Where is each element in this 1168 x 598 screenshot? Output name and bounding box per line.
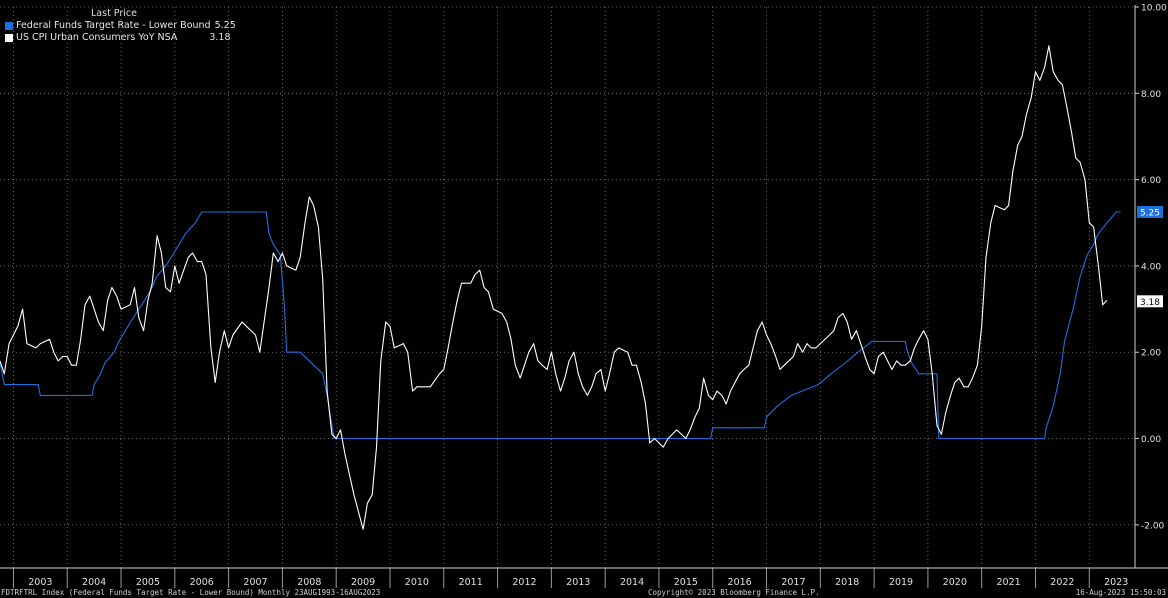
legend-swatch-blue	[5, 22, 13, 30]
series-line-fed-funds	[0, 211, 1121, 440]
footer-index-info: FDTRFTRL Index (Federal Funds Target Rat…	[1, 588, 381, 597]
x-tick-label: 2008	[297, 577, 321, 588]
x-tick-label: 2016	[728, 577, 752, 588]
legend-label: US CPI Urban Consumers YoY NSA	[16, 32, 178, 43]
x-tick-label: 2004	[82, 577, 106, 588]
footer-bar: FDTRFTRL Index (Federal Funds Target Rat…	[0, 588, 1168, 598]
last-value-badge-bg	[1137, 295, 1163, 308]
x-tick-label: 2006	[190, 577, 214, 588]
y-tick-label: 6.00	[1141, 176, 1161, 186]
chart-legend: Last Price Federal Funds Target Rate - L…	[5, 8, 236, 44]
x-tick-label: 2015	[674, 577, 698, 588]
footer-copyright: Copyright© 2023 Bloomberg Finance L.P.	[648, 588, 820, 597]
x-tick-label: 2013	[566, 577, 590, 588]
x-tick-label: 2023	[1104, 577, 1128, 588]
x-tick-label: 2022	[1050, 577, 1074, 588]
x-tick-label: 2018	[835, 577, 859, 588]
legend-label: Federal Funds Target Rate - Lower Bound	[16, 20, 211, 31]
x-tick-label: 2012	[512, 577, 536, 588]
x-tick-label: 2017	[781, 577, 805, 588]
legend-swatch-white	[5, 34, 13, 42]
series-line-cpi	[0, 45, 1108, 530]
x-tick-label: 2019	[889, 577, 913, 588]
y-tick-label: 4.00	[1141, 262, 1161, 272]
x-tick-label: 2014	[620, 577, 644, 588]
legend-value: 5.25	[214, 20, 236, 31]
x-tick-label: 2009	[351, 577, 375, 588]
x-tick-label: 2005	[136, 577, 160, 588]
last-value-badge-bg	[1137, 205, 1163, 218]
legend-value: 3.18	[209, 32, 231, 43]
y-tick-label: 0.00	[1141, 435, 1161, 445]
last-value-label-cpi: 3.18	[1140, 298, 1160, 308]
x-tick-label: 2021	[996, 577, 1020, 588]
x-tick-label: 2007	[243, 577, 267, 588]
x-tick-label: 2003	[28, 577, 52, 588]
y-tick-label: 10.00	[1141, 4, 1167, 14]
y-tick-label: -2.00	[1141, 521, 1165, 531]
y-tick-label: 8.00	[1141, 90, 1161, 100]
legend-header: Last Price	[91, 8, 137, 19]
y-tick-label: 2.00	[1141, 349, 1161, 359]
last-value-label-fed-funds: 5.25	[1140, 208, 1160, 218]
x-tick-label: 2010	[405, 577, 429, 588]
legend-item-fed-funds[interactable]: Federal Funds Target Rate - Lower Bound …	[5, 20, 236, 32]
x-tick-label: 2011	[459, 577, 483, 588]
legend-item-cpi[interactable]: US CPI Urban Consumers YoY NSA 3.18	[5, 32, 236, 44]
x-tick-label: 2020	[943, 577, 967, 588]
footer-timestamp: 16-Aug-2023 15:50:03	[1075, 588, 1166, 597]
